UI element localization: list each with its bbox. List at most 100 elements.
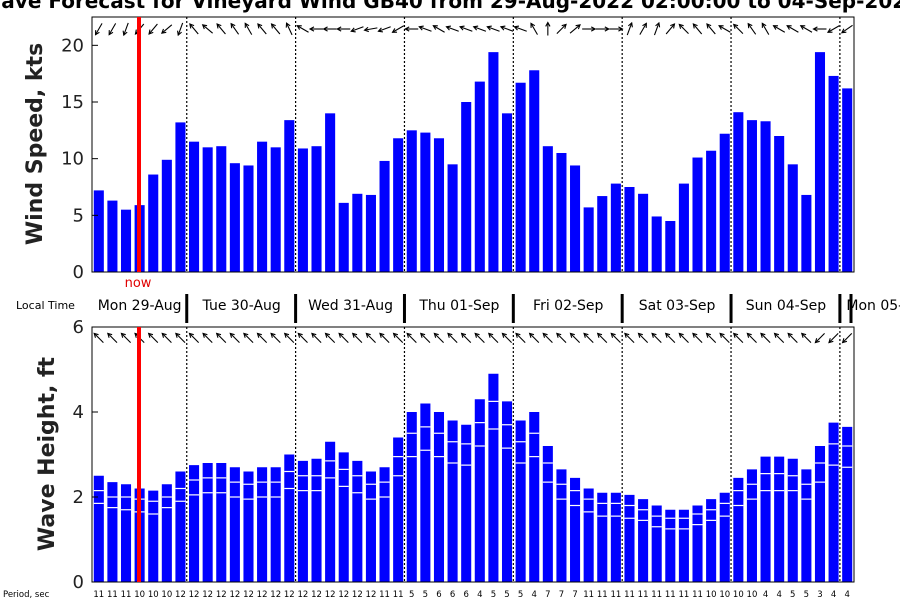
arrow-head: [746, 332, 752, 338]
arrow-head: [363, 26, 369, 33]
direction-arrow: [365, 332, 376, 343]
direction-arrow: [841, 333, 853, 344]
arrow-shaft: [515, 333, 526, 343]
wind-bar: [107, 200, 118, 272]
arrow-shaft: [161, 24, 173, 34]
wave-bar: [202, 463, 213, 582]
direction-arrow: [624, 332, 635, 343]
wave-bar: [638, 499, 649, 582]
wave-bar: [379, 467, 390, 582]
arrow-head: [285, 22, 291, 28]
wind-bar: [706, 150, 717, 272]
arrow-shaft: [121, 333, 132, 343]
day-label-row: Local Time Mon 29-Aug Tue 30-Aug Wed 31-Au…: [16, 294, 900, 323]
direction-arrow: [351, 332, 363, 343]
period-label: 11: [379, 590, 390, 600]
arrow-shaft: [773, 25, 786, 33]
wave-bar: [393, 437, 404, 582]
arrow-head: [678, 332, 684, 338]
arrow-head: [107, 332, 113, 338]
wave-bar: [148, 490, 159, 582]
arrow-head: [404, 26, 410, 32]
y-tick-label: 6: [73, 317, 84, 338]
arrow-head: [392, 332, 399, 338]
arrow-head: [501, 332, 507, 338]
wind-bar: [120, 209, 132, 272]
arrow-head: [799, 25, 806, 30]
direction-arrow: [637, 332, 649, 343]
direction-arrow: [257, 23, 267, 35]
direction-arrow: [639, 22, 647, 35]
arrow-shaft: [379, 333, 390, 343]
arrow-shaft: [841, 24, 853, 34]
arrow-shaft: [665, 23, 675, 35]
period-label: 6: [436, 590, 441, 600]
arrow-shaft: [774, 333, 785, 343]
arrow-head: [445, 25, 452, 31]
arrow-shaft: [433, 333, 444, 343]
direction-arrow: [202, 332, 213, 343]
y-tick-label: 10: [61, 149, 84, 170]
direction-arrow: [392, 332, 404, 343]
wind-bar: [774, 136, 785, 272]
arrow-head: [270, 23, 276, 29]
period-label: 12: [284, 590, 295, 600]
wind-direction-arrows: [94, 21, 853, 37]
wind-bar: [311, 146, 322, 272]
direction-arrow: [256, 332, 268, 343]
arrow-head: [692, 23, 698, 29]
direction-arrow: [556, 23, 567, 34]
wind-bar: [270, 147, 281, 272]
arrow-shaft: [787, 333, 798, 343]
arrow-head: [826, 28, 833, 33]
arrow-head: [93, 332, 99, 338]
direction-arrow: [296, 25, 309, 33]
arrow-head: [419, 332, 426, 338]
arrow-head: [460, 332, 467, 338]
arrow-shaft: [474, 333, 485, 343]
direction-arrow: [610, 332, 621, 343]
arrow-head: [542, 332, 548, 338]
arrow-shaft: [583, 333, 594, 343]
arrow-shaft: [189, 23, 199, 35]
wind-bar: [93, 190, 104, 272]
arrow-shaft: [108, 23, 117, 35]
direction-arrow: [596, 332, 608, 343]
arrow-shaft: [95, 23, 103, 35]
arrow-head: [773, 332, 780, 338]
period-label: 7: [545, 590, 550, 600]
arrow-shaft: [392, 25, 405, 33]
arrow-shaft: [461, 333, 472, 343]
arrow-shaft: [626, 22, 633, 36]
arrow-head: [814, 338, 820, 344]
direction-arrow: [377, 26, 391, 33]
direction-arrow: [215, 332, 227, 343]
direction-arrow: [678, 23, 689, 34]
arrow-head: [94, 30, 100, 36]
day-label: Mon 29-Aug: [98, 298, 182, 314]
day-separators: [185, 294, 853, 323]
wave-bar: [570, 477, 581, 582]
wind-bar: [814, 52, 826, 273]
wave-bar: [257, 467, 268, 582]
period-label: 5: [409, 590, 414, 600]
wave-height-panel: 0 2 4 6 Wave Height, ft: [35, 317, 855, 593]
wave-bar: [161, 484, 172, 582]
direction-arrow: [609, 26, 624, 32]
arrow-head: [177, 30, 182, 37]
wind-bar: [338, 202, 349, 272]
wave-bar: [406, 412, 417, 582]
arrow-shaft: [570, 333, 581, 343]
arrow-shaft: [706, 23, 716, 35]
direction-arrow: [732, 23, 744, 34]
arrow-head: [202, 332, 208, 338]
arrow-shaft: [175, 333, 186, 343]
period-label: 7: [559, 590, 564, 600]
direction-arrow: [705, 332, 717, 343]
arrow-shaft: [733, 333, 744, 343]
wind-bar: [692, 157, 703, 272]
wave-bar: [515, 420, 526, 582]
arrow-shaft: [338, 333, 349, 343]
arrow-shaft: [500, 26, 514, 32]
arrow-head: [528, 332, 535, 338]
